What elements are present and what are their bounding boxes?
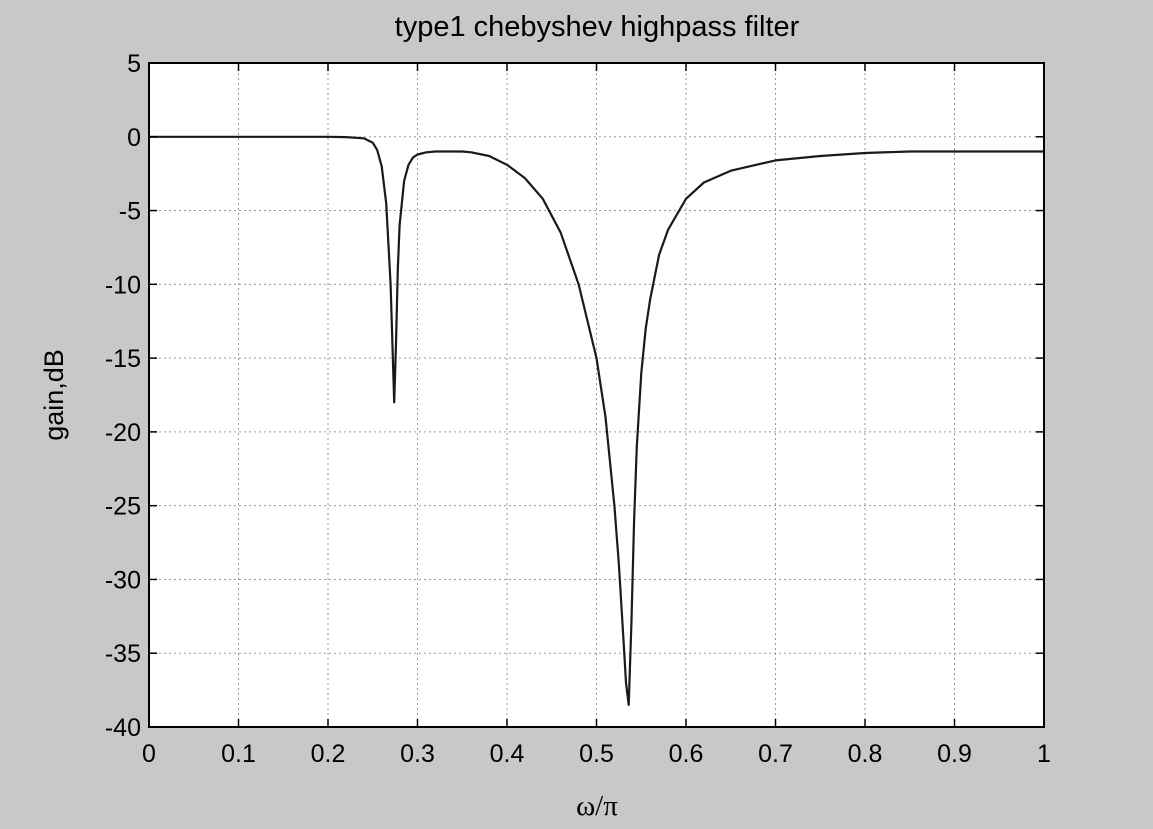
x-tick-label: 0.2 [311, 740, 346, 768]
x-tick-label: 0.3 [400, 740, 435, 768]
y-tick-label: -40 [105, 714, 141, 742]
plot-area [149, 63, 1044, 727]
grid-lines [149, 63, 1044, 727]
y-tick-label: -20 [105, 419, 141, 447]
x-tick-label: 1 [1037, 740, 1051, 768]
x-tick-label: 0.5 [579, 740, 614, 768]
chart-title: type1 chebyshev highpass filter [395, 11, 800, 43]
y-tick-label: -10 [105, 271, 141, 299]
x-tick-label: 0.4 [490, 740, 525, 768]
y-tick-label: -35 [105, 640, 141, 668]
y-tick-label: -30 [105, 566, 141, 594]
x-tick-label: 0.8 [848, 740, 883, 768]
gain-curve [149, 135, 1044, 707]
y-tick-label: 0 [127, 124, 141, 152]
x-tick-label: 0.6 [669, 740, 704, 768]
y-tick-label: -25 [105, 493, 141, 521]
y-tick-label: -5 [119, 198, 141, 226]
y-axis-label: gain,dB [39, 349, 69, 441]
x-tick-label: 0.7 [758, 740, 793, 768]
x-tick-label: 0.1 [221, 740, 256, 768]
y-tick-label: -15 [105, 345, 141, 373]
x-tick-label: 0 [142, 740, 156, 768]
plot-frame [148, 62, 1045, 728]
x-tick-labels: 0 0.1 0.2 0.3 0.4 0.5 0.6 0.7 0.8 0.9 1 [142, 740, 1051, 768]
x-tick-label: 0.9 [937, 740, 972, 768]
y-tick-label: 5 [127, 50, 141, 78]
y-tick-labels: 5 0 -5 -10 -15 -20 -25 -30 -35 -40 [105, 50, 141, 742]
x-axis-label: ω/π [576, 790, 618, 822]
